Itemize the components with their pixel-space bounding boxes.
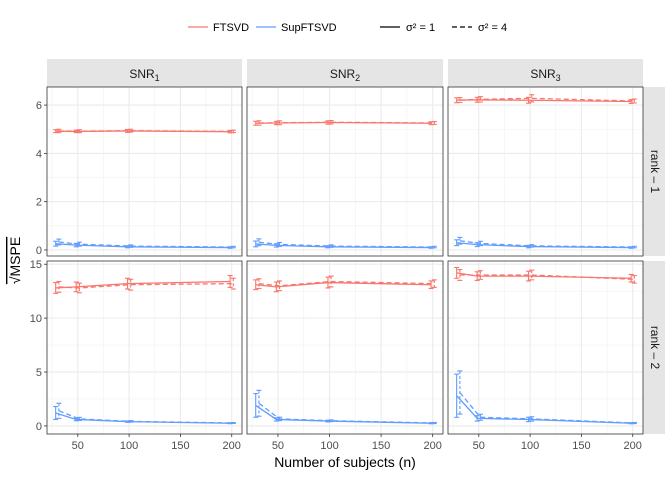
x-tick-label: 150 bbox=[572, 440, 590, 452]
col-strip bbox=[448, 59, 643, 87]
col-strip bbox=[47, 59, 242, 87]
col-strip-label: SNR3 bbox=[530, 67, 560, 83]
row-strip bbox=[643, 87, 665, 256]
series-line bbox=[58, 410, 234, 424]
x-tick-label: 100 bbox=[521, 440, 539, 452]
panel-border bbox=[246, 86, 444, 257]
series-line bbox=[459, 392, 635, 424]
y-axis-title: √MSPE bbox=[7, 237, 23, 284]
series-line bbox=[258, 402, 435, 424]
row-strip bbox=[643, 261, 665, 434]
x-tick-label: 200 bbox=[424, 440, 442, 452]
x-axis-title: Number of subjects (n) bbox=[274, 454, 416, 470]
legend-label: σ² = 1 bbox=[406, 22, 435, 34]
y-tick-label: 2 bbox=[36, 197, 42, 209]
x-tick-label: 200 bbox=[223, 440, 241, 452]
legend-label: σ² = 4 bbox=[478, 22, 507, 34]
row-strip-label: rank – 2 bbox=[648, 326, 662, 370]
panel-border bbox=[46, 86, 243, 257]
x-tick-label: 100 bbox=[120, 440, 138, 452]
x-tick-label: 150 bbox=[171, 440, 189, 452]
row-strip-label: rank – 1 bbox=[648, 150, 662, 194]
series-line bbox=[258, 121, 435, 124]
col-strip-label-sub: 3 bbox=[556, 73, 561, 83]
series-line bbox=[459, 97, 635, 102]
series-line bbox=[58, 282, 234, 289]
y-tick-label: 15 bbox=[30, 259, 42, 271]
series-line bbox=[459, 240, 635, 248]
x-tick-label: 50 bbox=[473, 440, 485, 452]
col-strip-label-sub: 1 bbox=[155, 73, 160, 83]
col-strip-label-main: SNR bbox=[330, 67, 356, 81]
legend-label: FTSVD bbox=[213, 22, 249, 34]
y-tick-label: 0 bbox=[36, 245, 42, 257]
panel-border bbox=[46, 260, 243, 435]
y-tick-label: 10 bbox=[30, 313, 42, 325]
panel-border bbox=[246, 260, 444, 435]
series-line bbox=[258, 241, 435, 248]
panel-background bbox=[448, 87, 643, 256]
y-tick-label: 0 bbox=[36, 421, 42, 433]
panel-background bbox=[247, 87, 443, 256]
x-tick-label: 200 bbox=[624, 440, 642, 452]
y-tick-label: 4 bbox=[36, 148, 42, 160]
series-line bbox=[55, 280, 231, 289]
series-line bbox=[58, 241, 234, 248]
x-tick-label: 50 bbox=[72, 440, 84, 452]
col-strip-label-main: SNR bbox=[530, 67, 556, 81]
panel-background bbox=[247, 261, 443, 434]
x-tick-label: 50 bbox=[272, 440, 284, 452]
series-line bbox=[456, 99, 632, 103]
panel-background bbox=[448, 261, 643, 434]
series-line bbox=[258, 280, 435, 287]
y-tick-label: 5 bbox=[36, 367, 42, 379]
col-strip bbox=[247, 59, 443, 87]
col-strip-label-sub: 2 bbox=[355, 73, 360, 83]
col-strip-label-main: SNR bbox=[129, 67, 155, 81]
series-line bbox=[255, 281, 432, 288]
x-tick-label: 150 bbox=[372, 440, 390, 452]
col-strip-label: SNR1 bbox=[129, 67, 159, 83]
x-tick-label: 100 bbox=[320, 440, 338, 452]
legend-label: SupFTSVD bbox=[281, 22, 337, 34]
col-strip-label: SNR2 bbox=[330, 67, 360, 83]
panel-border bbox=[447, 86, 644, 257]
panel-border bbox=[447, 260, 644, 435]
y-tick-label: 6 bbox=[36, 100, 42, 112]
series-line bbox=[58, 130, 234, 133]
series-line bbox=[459, 274, 635, 280]
panel-background bbox=[47, 87, 242, 256]
